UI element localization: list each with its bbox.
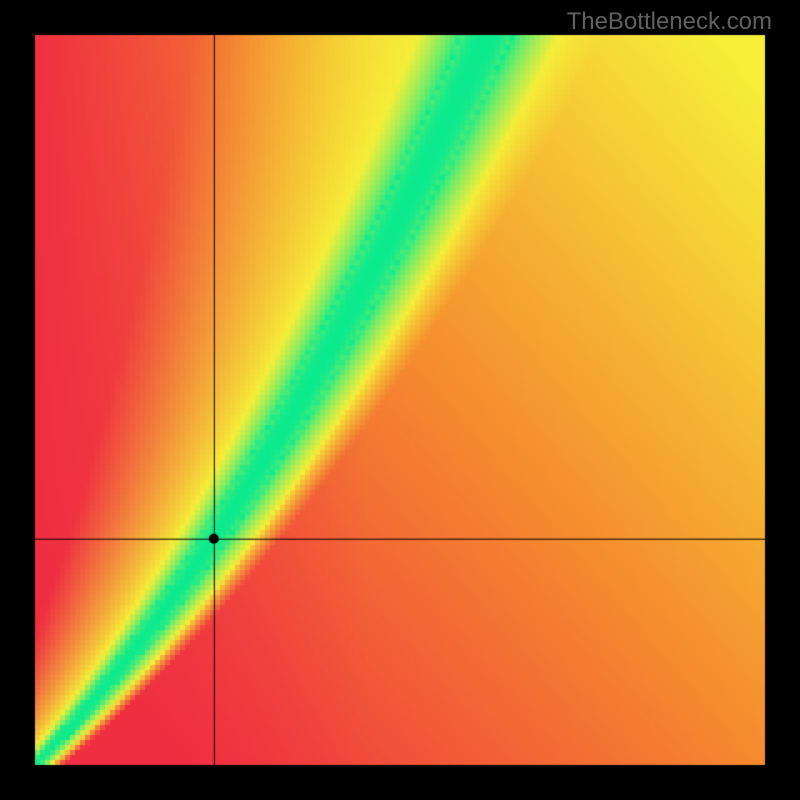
chart-frame: TheBottleneck.com (0, 0, 800, 800)
heatmap-canvas (0, 0, 800, 800)
watermark-text: TheBottleneck.com (567, 8, 772, 36)
